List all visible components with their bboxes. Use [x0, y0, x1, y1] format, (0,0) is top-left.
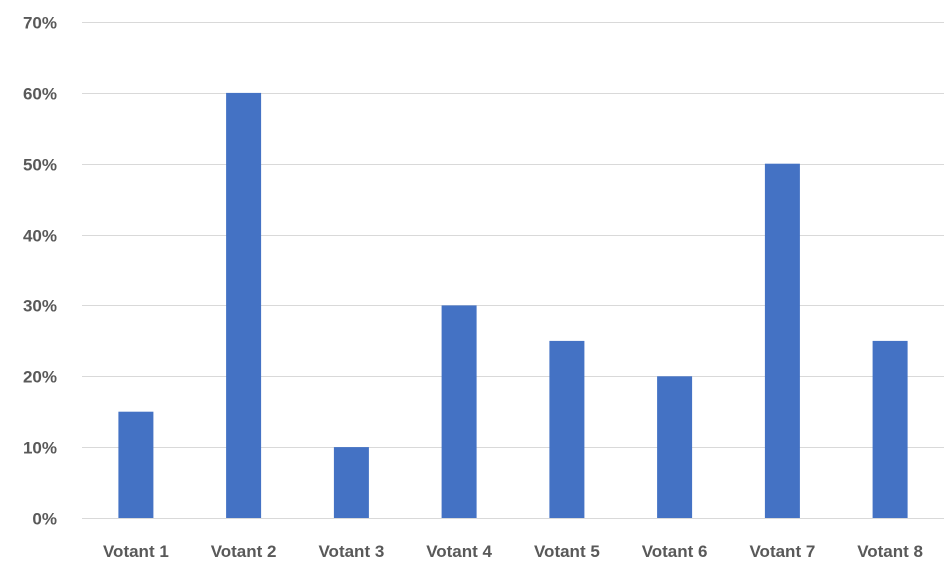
y-tick-label: 10%	[23, 439, 57, 458]
bar-votant-6	[657, 376, 693, 518]
y-tick-label: 40%	[23, 227, 57, 246]
x-category-label: Votant 5	[534, 542, 600, 561]
bar-votant-4	[441, 305, 477, 518]
bar-votant-7	[764, 163, 800, 518]
x-category-label: Votant 6	[642, 542, 708, 561]
bar-votant-5	[549, 340, 585, 518]
bar-votant-8	[872, 340, 908, 518]
y-tick-label: 30%	[23, 297, 57, 316]
x-category-label: Votant 2	[211, 542, 277, 561]
y-axis-tick-labels: 0% 10% 20% 30% 40% 50% 60% 70%	[23, 14, 57, 529]
y-tick-label: 50%	[23, 156, 57, 175]
y-tick-label: 60%	[23, 85, 57, 104]
gridlines	[82, 22, 944, 519]
x-axis-category-labels: Votant 1 Votant 2 Votant 3 Votant 4 Votant 5…	[103, 542, 923, 561]
x-category-label: Votant 1	[103, 542, 169, 561]
x-category-label: Votant 4	[426, 542, 492, 561]
bar-votant-2	[226, 92, 262, 519]
bars	[118, 92, 908, 519]
x-category-label: Votant 8	[857, 542, 923, 561]
bar-votant-3	[333, 447, 369, 518]
y-tick-label: 70%	[23, 14, 57, 33]
y-tick-label: 0%	[32, 510, 57, 529]
y-tick-label: 20%	[23, 368, 57, 387]
bar-votant-1	[118, 411, 154, 518]
x-category-label: Votant 3	[318, 542, 384, 561]
x-category-label: Votant 7	[749, 542, 815, 561]
